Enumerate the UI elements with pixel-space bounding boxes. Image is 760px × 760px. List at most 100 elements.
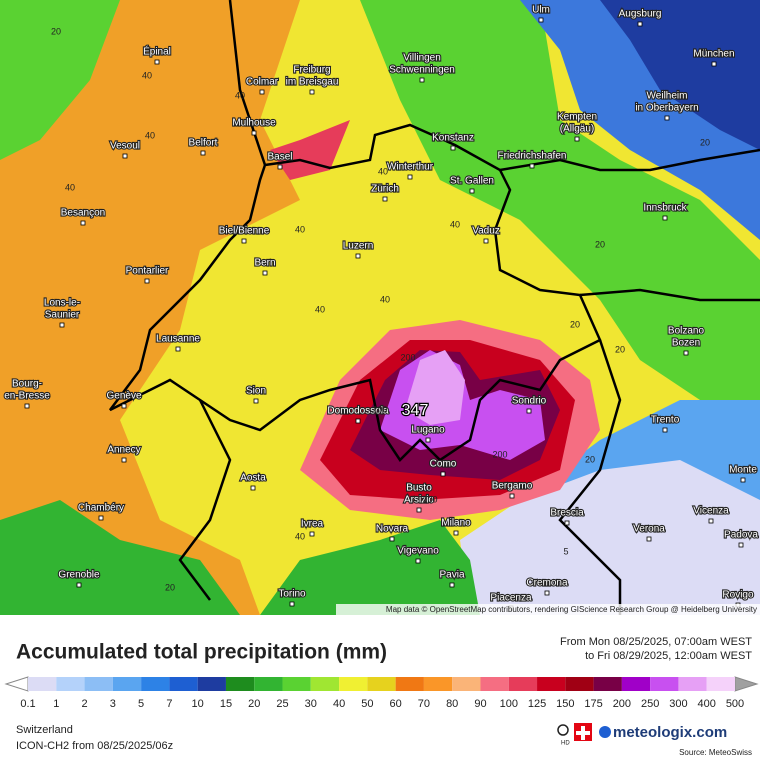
contour-label: 5 (563, 546, 568, 556)
city-label: (Allgäu) (560, 124, 594, 135)
legend-tick: 40 (333, 698, 345, 710)
border (499, 148, 760, 172)
city-marker (98, 515, 104, 521)
color-box (508, 677, 538, 691)
color-box (678, 677, 707, 691)
city-label: im Breisgau (286, 77, 339, 88)
legend-tick: 50 (361, 698, 373, 710)
model: ICON-CH2 from 08/25/2025/06z (16, 740, 173, 752)
color-box (282, 677, 311, 691)
city-marker (121, 457, 127, 463)
contour-label: 40 (65, 182, 75, 192)
contour-label: 200 (492, 449, 507, 459)
color-box (112, 677, 142, 691)
color-box (537, 677, 566, 691)
legend-tick: 300 (669, 698, 687, 710)
city-marker (564, 520, 570, 526)
precip-area (405, 350, 465, 425)
arrow-high (734, 676, 759, 692)
city-marker (440, 471, 446, 477)
city-label: Verona (633, 524, 665, 535)
search-icon (557, 724, 569, 736)
period-from: From Mon 08/25/2025, 07:00am WEST (560, 636, 752, 648)
color-box (621, 677, 651, 691)
legend-tick: 100 (500, 698, 518, 710)
contour-label: 40 (295, 531, 305, 541)
precip-area (360, 0, 760, 420)
legend-tick: 2 (81, 698, 87, 710)
color-box (141, 677, 170, 691)
border (558, 339, 622, 615)
city-marker (309, 531, 315, 537)
city-label: Cremona (526, 578, 568, 589)
contour-label: 40 (315, 304, 325, 314)
city-label: Zürich (371, 184, 399, 195)
city-label: Vigevano (397, 546, 439, 557)
contour-label: 20 (595, 239, 605, 249)
precip-area (460, 460, 760, 615)
contour-label: 40 (450, 219, 460, 229)
city-label: Annecy (107, 445, 140, 456)
legend-tick: 1 (53, 698, 59, 710)
border (178, 399, 232, 601)
legend-tick: 30 (305, 698, 317, 710)
city-marker (449, 582, 455, 588)
city-label: Bergamo (492, 481, 533, 492)
city-marker (389, 536, 395, 542)
city-label: Ulm (532, 5, 550, 16)
city-label: Innsbruck (643, 203, 687, 214)
city-marker (450, 145, 456, 151)
city-label: Colmar (246, 77, 279, 88)
legend-tick: 90 (474, 698, 486, 710)
city-marker (415, 558, 421, 564)
city-marker (175, 346, 181, 352)
city-label: Bourg- (12, 379, 42, 390)
city-label: Friedrichshafen (498, 151, 567, 162)
city-label: Freiburg (293, 65, 330, 76)
city-label: Piacenza (490, 593, 532, 604)
city-marker (262, 270, 268, 276)
legend-tick: 175 (584, 698, 602, 710)
city-marker (453, 530, 459, 536)
city-marker (382, 196, 388, 202)
city-marker (289, 601, 295, 607)
color-box (423, 677, 453, 691)
border (579, 288, 760, 302)
color-box (367, 677, 396, 691)
legend-tick: 0.1 (20, 698, 35, 710)
city-label: Épinal (143, 45, 171, 58)
color-box (650, 677, 679, 691)
city-label: Novara (376, 524, 409, 535)
city-marker (241, 238, 247, 244)
city-marker (469, 188, 475, 194)
city-marker (738, 542, 744, 548)
legend-tick: 5 (138, 698, 144, 710)
city-label: Torino (278, 589, 306, 600)
brand-logo (599, 726, 611, 738)
city-marker (122, 153, 128, 159)
legend-tick: 125 (528, 698, 546, 710)
city-label: Weilheim (647, 91, 688, 102)
city-label: Basel (267, 152, 292, 163)
city-label: Rovigo (722, 590, 754, 601)
city-marker (144, 278, 150, 284)
city-marker (708, 518, 714, 524)
legend-tick: 20 (248, 698, 260, 710)
contour-label: 20 (570, 319, 580, 329)
color-box (339, 677, 368, 691)
legend-tick: 7 (166, 698, 172, 710)
city-marker (407, 174, 413, 180)
city-label: Augsburg (619, 9, 662, 20)
legend-tick: 150 (556, 698, 574, 710)
city-label: Bolzano (668, 326, 705, 337)
title: Accumulated total precipitation (mm) (16, 641, 387, 664)
city-marker (574, 136, 580, 142)
contour-label: 20 (700, 137, 710, 147)
city-label: Grenoble (58, 570, 100, 581)
border (109, 123, 602, 462)
legend-tick: 3 (110, 698, 116, 710)
legend-tick: 400 (698, 698, 716, 710)
borders (109, 0, 760, 615)
